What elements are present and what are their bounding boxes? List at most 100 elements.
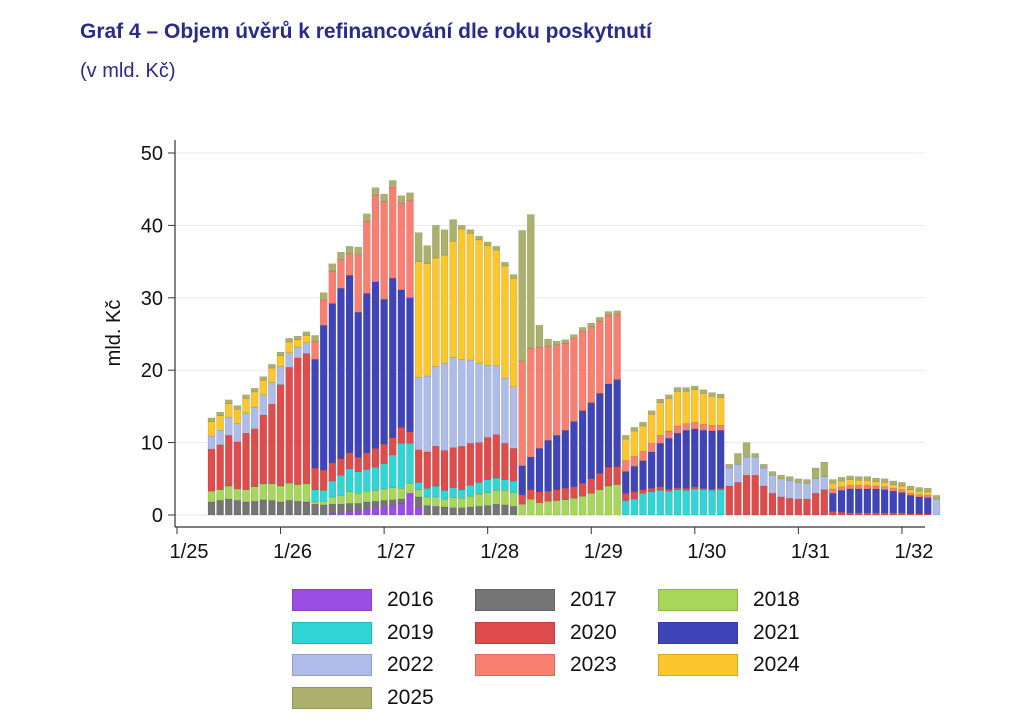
bar-segment-2017	[492, 503, 500, 516]
legend-swatch	[292, 621, 372, 644]
bar-segment-2023	[371, 194, 380, 283]
bar-segment-2025	[553, 341, 561, 346]
bar-segment-2025	[207, 417, 216, 422]
bar-segment-2025	[898, 482, 906, 487]
bar-segment-2021	[708, 430, 716, 490]
bar-segment-2017	[337, 503, 345, 514]
bar-segment-2021	[924, 497, 932, 514]
bar-segment-2020	[311, 467, 319, 490]
bar-segment-2021	[596, 393, 604, 474]
legend-label: 2024	[753, 653, 800, 676]
bar-segment-2021	[665, 438, 673, 490]
bar-segment-2025	[639, 422, 647, 427]
bar-segment-2017	[311, 503, 319, 516]
bar-segment-2021	[518, 465, 526, 495]
bar-segment-2020	[751, 474, 759, 516]
bar-segment-2020	[768, 493, 777, 516]
legend-swatch	[292, 589, 372, 611]
bar-segment-2016	[380, 506, 388, 516]
bar-segment-2023	[915, 494, 923, 498]
bar-segment-2017	[483, 505, 492, 516]
bar-segment-2023	[647, 443, 656, 453]
bar-segment-2019	[501, 479, 509, 491]
bar-segment-2022	[276, 366, 285, 385]
bar-segment-2020	[466, 443, 475, 486]
bar-segment-2020	[924, 513, 932, 516]
bar-segment-2017	[432, 506, 440, 516]
bar-segment-2025	[872, 477, 880, 482]
bar-segment-2025	[932, 495, 941, 500]
bar-segment-2021	[647, 451, 656, 489]
bar-segment-2023	[345, 253, 354, 276]
bar-segment-2021	[311, 359, 319, 469]
bar-segment-2025	[682, 387, 690, 392]
bar-segment-2020	[725, 485, 733, 516]
bar-segment-2016	[397, 503, 406, 516]
bar-segment-2020	[889, 512, 897, 516]
bar-segment-2023	[380, 201, 388, 300]
bar-segment-2017	[285, 500, 293, 516]
bar-segment-2023	[837, 486, 846, 491]
bar-segment-2021	[380, 299, 388, 445]
bar-segment-2025	[561, 339, 570, 344]
bar-segment-2021	[622, 471, 630, 494]
bar-segment-2020	[803, 498, 811, 516]
bar-segment-2024	[656, 402, 664, 436]
bar-segment-2025	[794, 478, 803, 483]
bar-segment-2018	[216, 489, 224, 501]
bar-segment-2022	[932, 498, 941, 516]
bar-segment-2021	[855, 488, 863, 514]
bar-segment-2025	[276, 351, 285, 356]
bar-segment-2022	[302, 342, 311, 354]
bar-segment-2020	[337, 458, 345, 476]
bar-segment-2024	[872, 481, 880, 487]
legend-label: 2018	[753, 588, 800, 611]
bar-segment-2024	[682, 390, 690, 424]
legend-label: 2023	[570, 653, 617, 676]
bar-segment-2025	[501, 262, 509, 267]
bar-segment-2022	[803, 482, 811, 500]
bar-segment-2023	[337, 259, 345, 289]
bar-segment-2018	[259, 483, 267, 500]
bar-segment-2023	[673, 425, 682, 434]
bar-segment-2020	[259, 414, 267, 485]
y-tick-label: 0	[152, 505, 163, 527]
bar-segment-2020	[760, 485, 768, 516]
bar-segment-2025	[760, 464, 768, 469]
bar-segment-2025	[544, 338, 552, 347]
bar-segment-2017	[414, 496, 423, 508]
bar-segment-2025	[630, 427, 639, 432]
bar-segment-2024	[880, 482, 889, 487]
bar-segment-2024	[440, 254, 449, 364]
bar-segment-2019	[397, 443, 406, 489]
bar-segment-2025	[268, 364, 276, 369]
bar-segment-2020	[276, 384, 285, 487]
legend-label: 2021	[753, 620, 800, 644]
bar-segment-2022	[475, 362, 483, 443]
bar-segment-2016	[345, 511, 354, 516]
bar-segment-2020	[449, 447, 457, 488]
bar-segment-2019	[682, 490, 690, 516]
bar-segment-2024	[915, 490, 923, 495]
bar-segment-2020	[716, 488, 725, 490]
bar-segment-2021	[906, 495, 915, 514]
bar-segment-2017	[345, 503, 354, 512]
bar-segment-2020	[380, 443, 388, 464]
bar-segment-2020	[639, 489, 647, 494]
bar-segment-2019	[639, 493, 647, 516]
bar-segment-2023	[829, 488, 837, 494]
bar-segment-2020	[319, 469, 328, 491]
bar-segment-2023	[880, 486, 889, 490]
bar-segment-2019	[328, 480, 337, 498]
bar-segment-2024	[250, 391, 259, 408]
bar-segment-2018	[613, 484, 621, 516]
bar-segment-2020	[794, 498, 803, 516]
bar-segment-2018	[553, 500, 561, 516]
bar-segment-2021	[691, 428, 699, 487]
bar-segment-2020	[363, 452, 371, 470]
bar-segment-2023	[622, 460, 630, 472]
bar-segment-2019	[449, 487, 457, 498]
bar-segment-2020	[553, 489, 561, 501]
bar-segment-2025	[535, 325, 544, 348]
bar-segment-2020	[855, 512, 863, 516]
